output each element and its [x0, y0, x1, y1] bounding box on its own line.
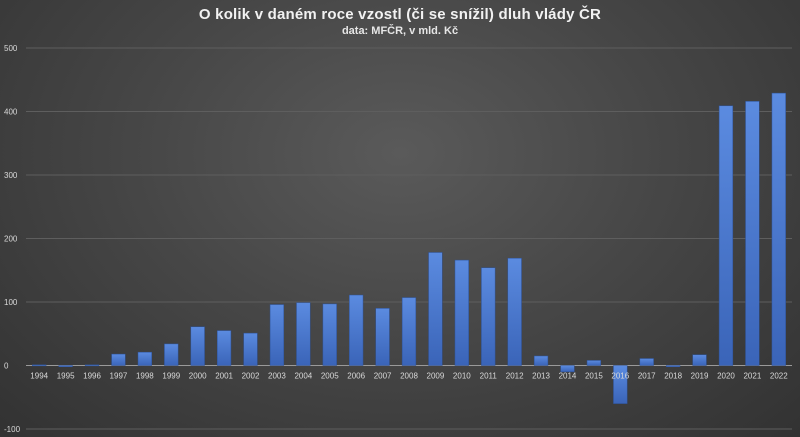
x-tick-label: 2013: [532, 372, 550, 381]
x-tick-label: 1998: [136, 372, 154, 381]
y-tick-label: 100: [4, 298, 18, 307]
bar-2002: [243, 332, 258, 366]
x-tick-label: 2019: [691, 372, 709, 381]
bar-2010: [454, 259, 469, 366]
x-tick-label: 2012: [506, 372, 524, 381]
x-tick-label: 2014: [559, 372, 577, 381]
y-tick-label: 300: [4, 171, 18, 180]
bar-2003: [269, 304, 285, 366]
x-tick-label: 1997: [110, 372, 128, 381]
bar-2016: [613, 365, 628, 404]
y-tick-label: 400: [4, 108, 18, 117]
bar-2020: [718, 105, 734, 366]
bar-2009: [428, 252, 443, 366]
bar-2013: [533, 355, 549, 366]
x-tick-label: 2016: [611, 372, 629, 381]
x-tick-label: 2006: [347, 372, 365, 381]
chart-subtitle: data: MFČR, v mld. Kč: [341, 25, 459, 37]
x-tick-label: 2000: [189, 372, 207, 381]
bar-2014: [560, 365, 575, 373]
x-tick-label: 2017: [638, 372, 656, 381]
bar-2005: [322, 303, 337, 366]
bar-1998: [137, 351, 152, 366]
x-tick-label: 2015: [585, 372, 603, 381]
y-tick-label: 0: [4, 362, 9, 371]
bar-1999: [164, 343, 179, 366]
bar-2022: [771, 92, 786, 366]
bar-2018: [666, 365, 681, 368]
x-tick-label: 2001: [215, 372, 233, 381]
x-tick-label: 2002: [242, 372, 260, 381]
x-tick-label: 2010: [453, 372, 471, 381]
bar-2012: [507, 257, 522, 366]
x-tick-label: 2018: [664, 372, 682, 381]
bar-2017: [639, 358, 654, 366]
x-tick-label: 2007: [374, 372, 392, 381]
bar-2021: [745, 101, 760, 366]
bar-2019: [692, 354, 707, 366]
bar-2015: [586, 360, 602, 366]
y-tick-label: 500: [4, 44, 18, 53]
bar-2008: [401, 297, 417, 366]
x-tick-label: 1994: [30, 372, 48, 381]
bar-2001: [216, 330, 232, 366]
x-tick-label: 2020: [717, 372, 735, 381]
bar-1997: [111, 353, 126, 366]
y-tick-label: 200: [4, 235, 18, 244]
x-tick-label: 2003: [268, 372, 286, 381]
bar-2011: [481, 267, 496, 366]
bar-2007: [375, 308, 390, 366]
bar-2006: [349, 294, 364, 366]
x-tick-label: 2008: [400, 372, 418, 381]
bar-1994: [32, 364, 47, 367]
bar-2004: [296, 302, 311, 366]
x-tick-label: 2011: [480, 372, 498, 381]
x-tick-label: 1999: [162, 372, 180, 381]
y-tick-label: -100: [4, 425, 21, 434]
x-tick-label: 2022: [770, 372, 788, 381]
x-tick-label: 1996: [83, 372, 101, 381]
x-tick-label: 1995: [57, 372, 75, 381]
bar-1995: [58, 365, 73, 368]
bar-1996: [84, 364, 100, 367]
x-tick-label: 2009: [427, 372, 445, 381]
bar-2000: [190, 326, 205, 366]
x-tick-label: 2004: [294, 372, 312, 381]
chart-title: O kolik v daném roce vzostl (či se sníži…: [198, 6, 602, 23]
x-tick-label: 2005: [321, 372, 339, 381]
x-tick-label: 2021: [743, 372, 761, 381]
